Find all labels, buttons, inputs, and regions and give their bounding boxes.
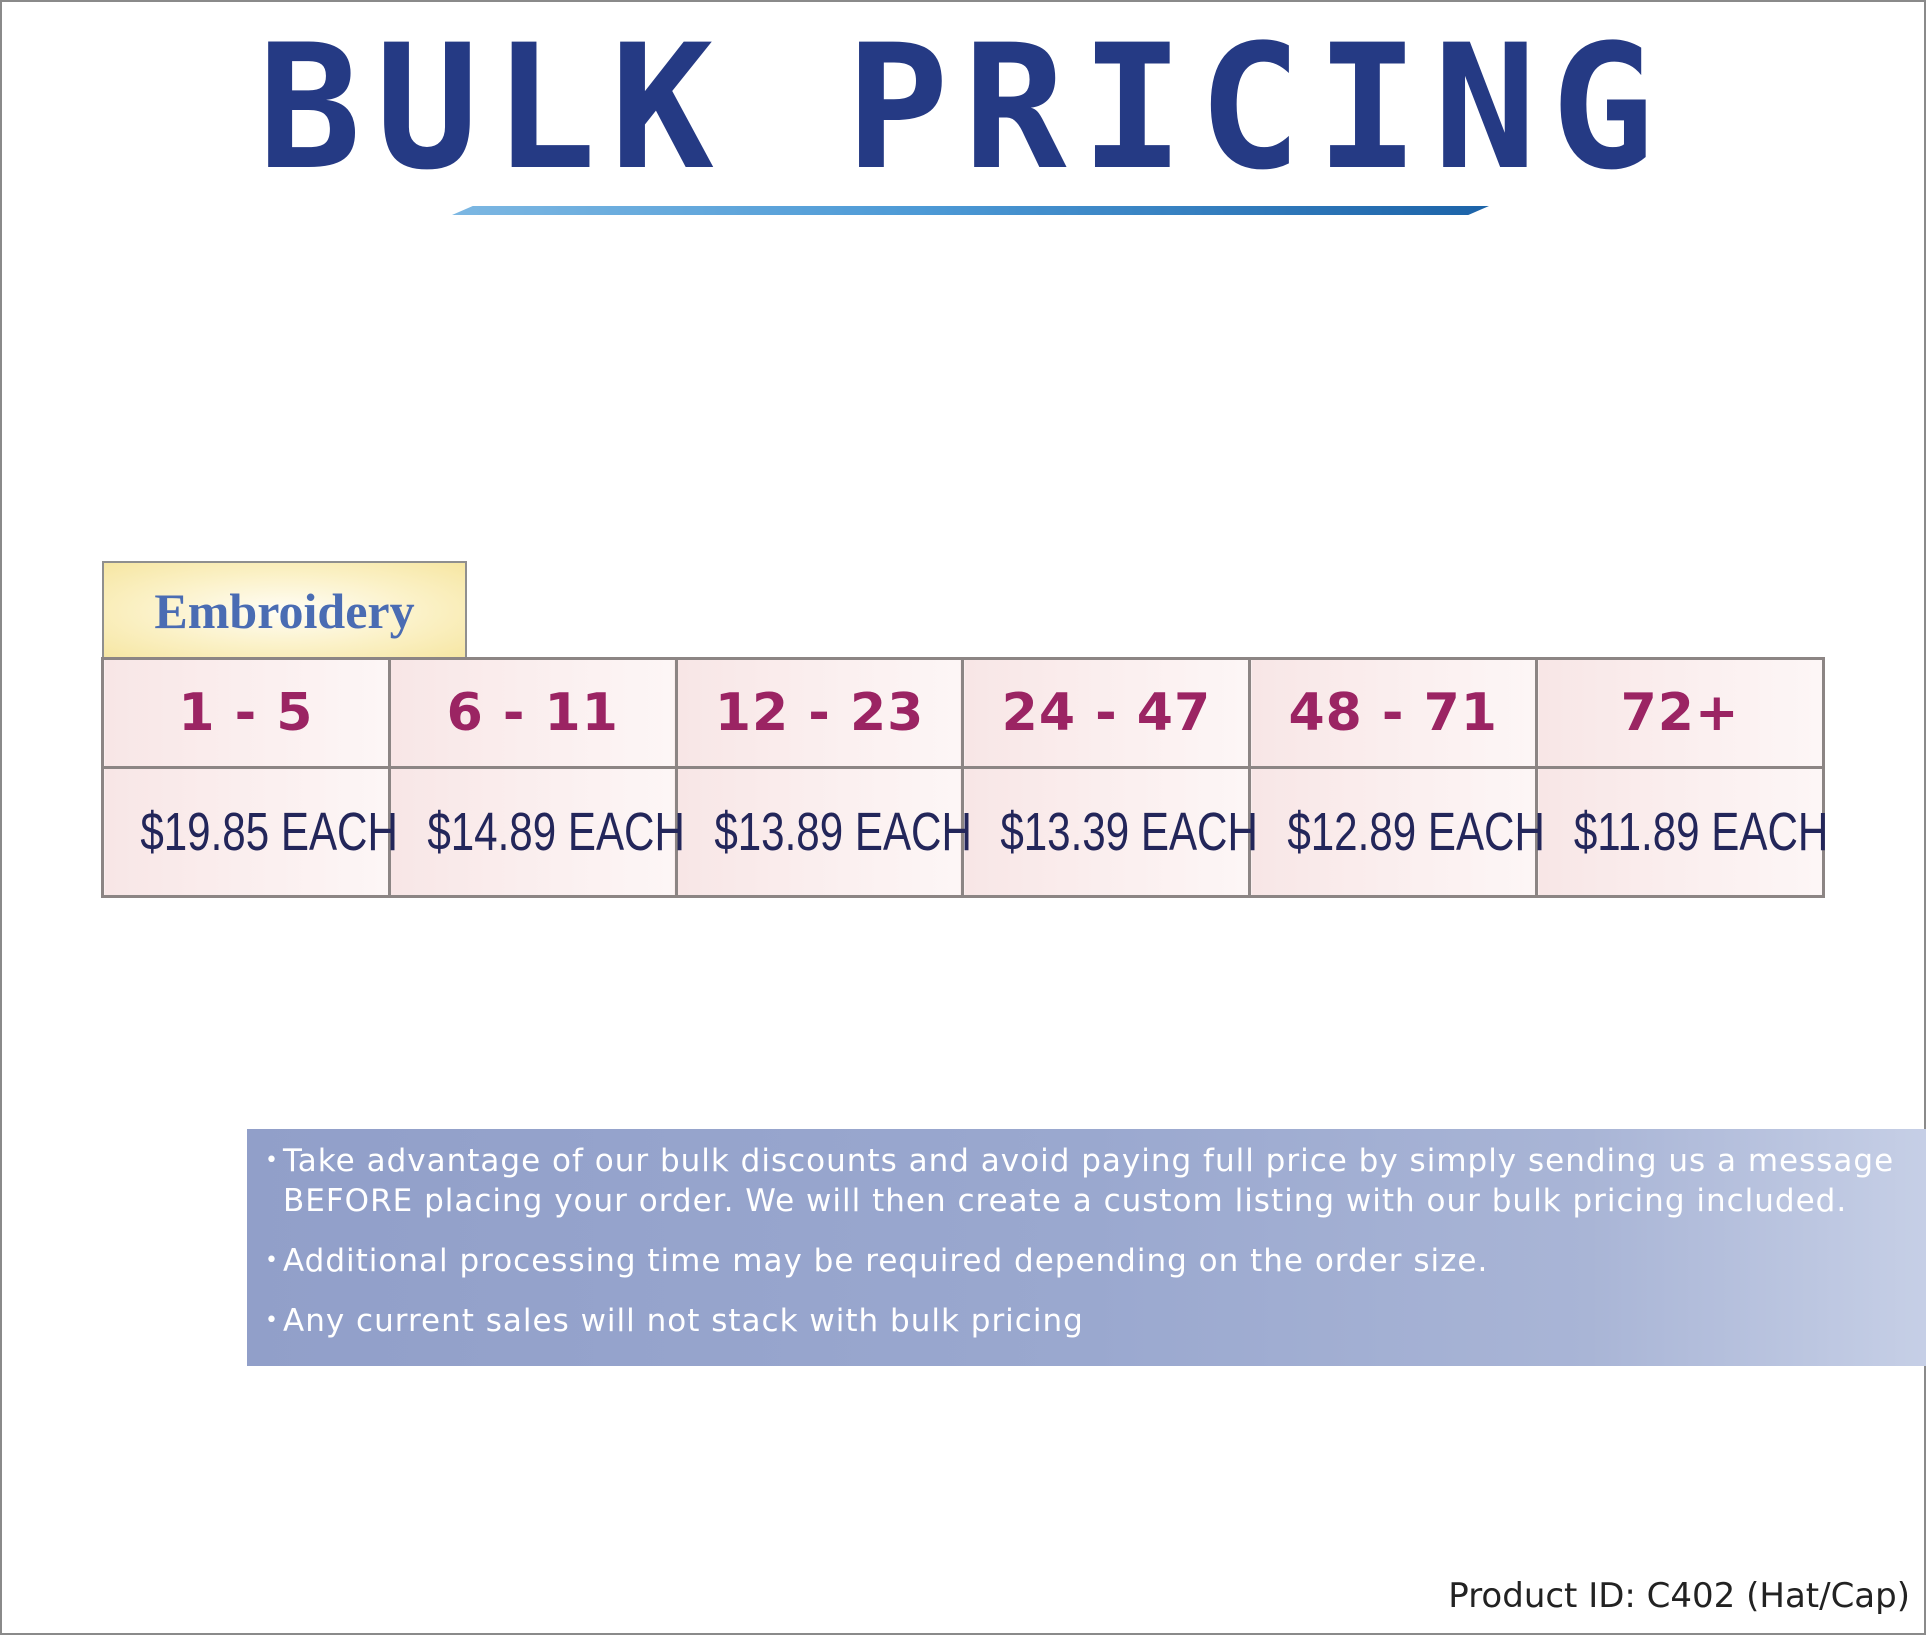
title-underline <box>452 206 1489 215</box>
quantity-cell-5: 48 - 71 <box>1248 657 1539 769</box>
bullet-icon: • <box>265 1308 279 1333</box>
note-item: • Take advantage of our bulk discounts a… <box>265 1141 1910 1221</box>
price-label: $13.89 EACH <box>713 802 972 862</box>
product-id: Product ID: C402 (Hat/Cap) <box>1448 1576 1910 1616</box>
note-item: • Additional processing time may be requ… <box>265 1241 1910 1281</box>
note-text: Additional processing time may be requir… <box>283 1243 1489 1279</box>
price-cell-6: $11.89 EACH <box>1535 766 1828 898</box>
price-label: $19.85 EACH <box>140 802 398 862</box>
price-cell-1: $19.85 EACH <box>101 766 398 898</box>
pricing-table: 1 - 5 6 - 11 12 - 23 24 - 47 48 - 71 72+… <box>101 657 1828 898</box>
bullet-icon: • <box>265 1148 279 1173</box>
price-label: $14.89 EACH <box>427 802 685 862</box>
quantity-cell-4: 24 - 47 <box>961 657 1252 769</box>
quantity-cell-2: 6 - 11 <box>387 657 678 769</box>
quantity-cell-6: 72+ <box>1535 657 1825 769</box>
price-cell-4: $13.39 EACH <box>961 766 1258 898</box>
note-item: • Any current sales will not stack with … <box>265 1301 1910 1341</box>
notes-panel: • Take advantage of our bulk discounts a… <box>247 1129 1926 1366</box>
quantity-cell-1: 1 - 5 <box>101 657 391 769</box>
price-label: $13.39 EACH <box>1000 802 1259 862</box>
quantity-cell-3: 12 - 23 <box>674 657 965 769</box>
note-text: Any current sales will not stack with bu… <box>283 1303 1084 1339</box>
price-label: $12.89 EACH <box>1287 802 1546 862</box>
price-cell-5: $12.89 EACH <box>1248 766 1545 898</box>
price-cell-2: $14.89 EACH <box>387 766 685 898</box>
price-row: $19.85 EACH $14.89 EACH $13.89 EACH $13.… <box>101 766 1828 898</box>
price-cell-3: $13.89 EACH <box>674 766 972 898</box>
bullet-icon: • <box>265 1248 279 1273</box>
quantity-row: 1 - 5 6 - 11 12 - 23 24 - 47 48 - 71 72+ <box>101 657 1825 769</box>
price-label: $11.89 EACH <box>1574 802 1829 862</box>
note-text: Take advantage of our bulk discounts and… <box>283 1143 1895 1219</box>
page-title: BULK PRICING <box>257 7 1669 208</box>
embroidery-tab-label: Embroidery <box>102 561 467 659</box>
